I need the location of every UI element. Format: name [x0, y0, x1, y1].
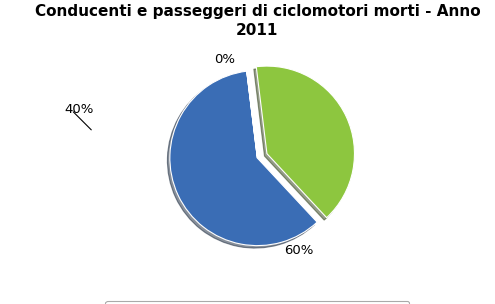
Wedge shape [256, 66, 354, 218]
Title: Conducenti e passeggeri di ciclomotori morti - Anno
2011: Conducenti e passeggeri di ciclomotori m… [35, 4, 480, 38]
Legend: Urbano, Extraurbano, Autostrada: Urbano, Extraurbano, Autostrada [105, 301, 409, 304]
Text: 60%: 60% [284, 244, 313, 257]
Text: 40%: 40% [65, 103, 94, 116]
Wedge shape [170, 71, 317, 246]
Wedge shape [247, 71, 257, 158]
Text: 0%: 0% [214, 53, 235, 66]
